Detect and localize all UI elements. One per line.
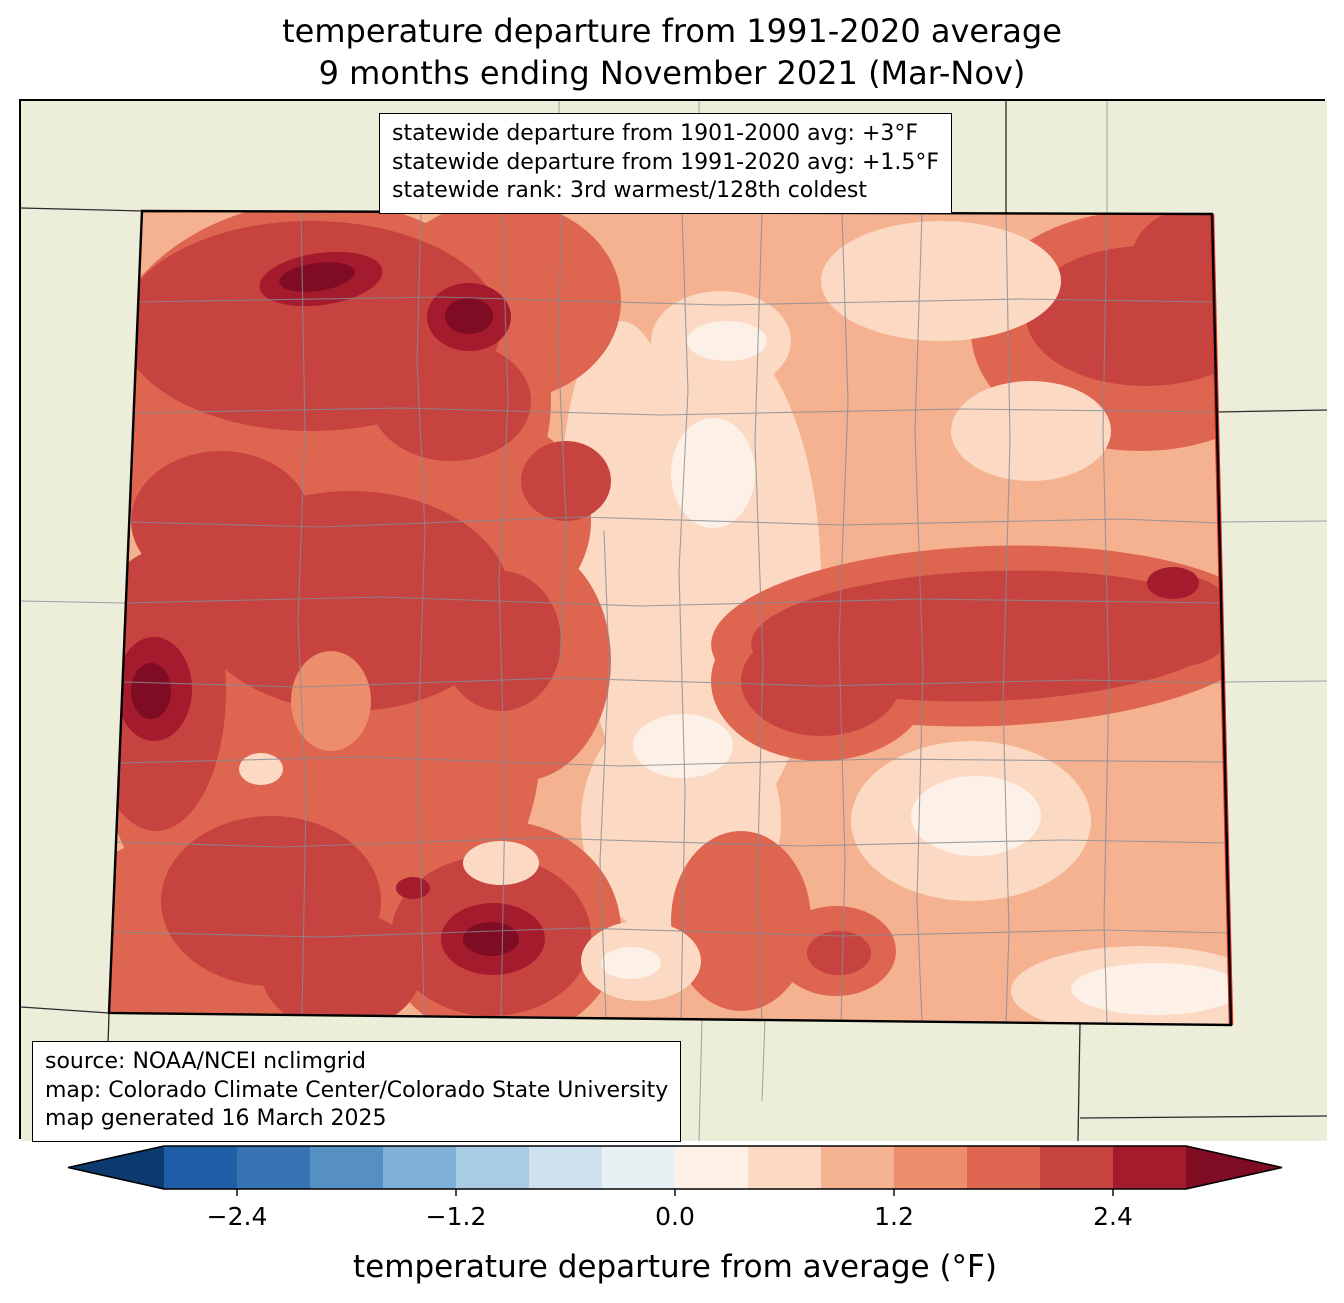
colorbar: −2.4 −1.2 0.0 1.2 2.4 temperature departure … <box>0 1139 1344 1299</box>
colorbar-tick-label: 2.4 <box>1093 1202 1133 1231</box>
colorbar-segment <box>237 1146 311 1189</box>
colorbar-segment <box>894 1146 968 1189</box>
county-border-line <box>914 212 924 1024</box>
contour-region <box>911 776 1041 856</box>
colorbar-segment <box>164 1146 238 1189</box>
colorbar-canvas: −2.4 −1.2 0.0 1.2 2.4 temperature departure … <box>67 1145 1283 1285</box>
stats-line-1: statewide departure from 1901-2000 avg: … <box>392 121 919 146</box>
contour-region <box>191 491 511 711</box>
county-border-line <box>1002 212 1011 1025</box>
colorbar-segment <box>748 1146 822 1189</box>
colorbar-segment <box>310 1146 384 1189</box>
statewide-stats-box: statewide departure from 1901-2000 avg: … <box>379 113 953 214</box>
neighbor-state-borders <box>21 101 1327 1141</box>
figure-title: temperature departure from 1991-2020 ave… <box>0 10 1344 94</box>
county-borders <box>112 211 1230 1025</box>
contour-region <box>633 714 733 778</box>
contour-region <box>279 262 355 292</box>
colorbar-ticks: −2.4 −1.2 0.0 1.2 2.4 <box>207 1189 1133 1231</box>
county-border-line <box>137 296 1215 306</box>
contour-region <box>741 626 901 736</box>
neighbor-border-line <box>21 1006 110 1014</box>
county-border-line <box>133 407 1218 416</box>
neighbor-border-line <box>1216 409 1327 413</box>
contour-region <box>463 922 519 956</box>
county-border-line <box>498 212 509 1018</box>
colorbar-axis-label: temperature departure from average (°F) <box>353 1249 997 1285</box>
colorbar-segment <box>1113 1146 1187 1189</box>
neighbor-county-line <box>698 1018 703 1141</box>
contour-region <box>371 341 531 461</box>
contour-region <box>1071 963 1231 1015</box>
contour-region <box>396 877 430 899</box>
contour-region <box>951 381 1111 481</box>
county-border-line <box>125 596 1222 607</box>
source-line-1: source: NOAA/NCEI nclimgrid <box>45 1049 366 1074</box>
colorbar-segment <box>1040 1146 1114 1189</box>
contour-fill-regions <box>109 211 1231 1025</box>
neighbor-county-line <box>21 600 126 604</box>
county-border-line <box>119 756 1226 767</box>
colorbar-segments <box>67 1145 1283 1190</box>
neighbor-county-line <box>1219 520 1327 523</box>
colorbar-tick-label: 1.2 <box>874 1202 914 1231</box>
colorbar-segment <box>529 1146 603 1189</box>
county-border-line <box>112 927 1230 938</box>
contour-region <box>1131 211 1231 316</box>
county-border-line <box>116 837 1228 848</box>
contour-region <box>1147 567 1199 599</box>
contour-region <box>807 931 871 975</box>
colorbar-segment <box>456 1146 530 1189</box>
contour-region <box>671 831 811 1011</box>
neighbor-county-line <box>1222 680 1327 683</box>
contour-region <box>671 418 755 528</box>
colorbar-tick-label: 0.0 <box>655 1202 695 1231</box>
county-border-line <box>297 211 307 1015</box>
county-border-line <box>557 211 567 662</box>
contour-region <box>821 221 1061 341</box>
neighbor-county-line <box>761 1019 766 1102</box>
neighbor-border-line <box>21 207 143 212</box>
colorbar-outline <box>67 1145 1283 1190</box>
colorbar-segment <box>383 1146 457 1189</box>
source-line-2: map: Colorado Climate Center/Colorado St… <box>45 1077 669 1103</box>
colorbar-segment <box>68 1146 164 1189</box>
contour-region <box>1126 576 1231 666</box>
contour-region <box>261 911 421 1025</box>
map-panel: statewide departure from 1901-2000 avg: … <box>19 99 1327 1142</box>
colorbar-segment <box>675 1146 749 1189</box>
colorado-map-canvas <box>21 101 1327 1141</box>
colorbar-tick-label: −1.2 <box>426 1202 487 1231</box>
stats-line-2: statewide departure from 1991-2020 avg: … <box>392 149 940 175</box>
source-line-3: map generated 16 March 2025 <box>45 1106 387 1132</box>
contour-region <box>131 663 171 719</box>
colorbar-segment <box>821 1146 895 1189</box>
map-title-line-1: temperature departure from 1991-2020 ave… <box>282 12 1062 50</box>
contour-region <box>445 298 493 334</box>
contour-region <box>687 321 767 361</box>
source-attribution-box: source: NOAA/NCEI nclimgrid map: Colorad… <box>32 1041 682 1142</box>
neighbor-border-line <box>1079 1115 1327 1119</box>
neighbor-border-line <box>1077 1022 1081 1141</box>
county-border-line <box>838 212 849 1024</box>
contour-region <box>239 753 283 785</box>
colorbar-segment <box>1186 1146 1282 1189</box>
county-border-line <box>416 211 426 1016</box>
contour-region <box>521 441 611 521</box>
county-border-line <box>599 530 610 1020</box>
county-border-line <box>754 212 764 1023</box>
contour-region <box>601 947 661 979</box>
stats-line-3: statewide rank: 3rd warmest/128th coldes… <box>392 178 867 204</box>
colorbar-tick-label: −2.4 <box>207 1202 268 1231</box>
contour-region <box>291 651 371 751</box>
county-border-line <box>678 211 689 1022</box>
county-border-line <box>122 677 1224 688</box>
county-border-line <box>128 516 1220 528</box>
colorbar-segment <box>967 1146 1041 1189</box>
contour-region <box>463 841 539 885</box>
map-title-line-2: 9 months ending November 2021 (Mar-Nov) <box>318 54 1026 93</box>
colorbar-segment <box>602 1146 676 1189</box>
